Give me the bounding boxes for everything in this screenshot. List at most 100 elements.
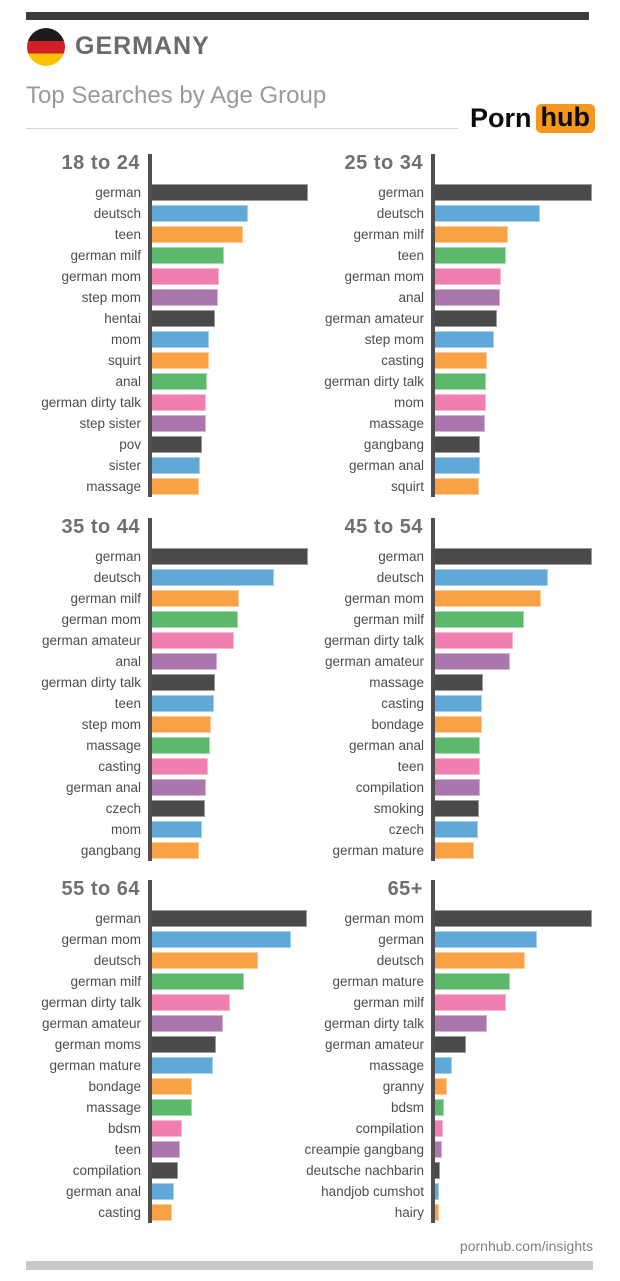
bar-row: mom (2, 821, 314, 838)
bar-row: bdsm (285, 1099, 597, 1116)
search-term-bar (435, 737, 480, 754)
search-term-label: german mom (344, 911, 424, 926)
search-term-label: german milf (353, 612, 424, 627)
bar-row: creampie gangbang (285, 1141, 597, 1158)
bar-row: german milf (2, 247, 314, 264)
bar-row: bondage (2, 1078, 314, 1095)
search-term-label: german milf (353, 227, 424, 242)
search-term-label: deutsch (376, 570, 424, 585)
bar-row: czech (2, 800, 314, 817)
search-term-label: german anal (348, 738, 424, 753)
search-term-bar (152, 548, 308, 565)
search-term-bar (435, 373, 486, 390)
search-term-bar (435, 590, 541, 607)
panel-title: 65+ (387, 878, 423, 900)
search-term-label: hentai (104, 311, 141, 326)
search-term-bar (435, 569, 548, 586)
bar-row: massage (2, 478, 314, 495)
search-term-label: german milf (353, 995, 424, 1010)
bar-row: german milf (2, 590, 314, 607)
search-term-label: massage (369, 416, 424, 431)
pornhub-logo-hub: hub (535, 104, 595, 133)
bar-rows: german german mom deutsch german milf german… (2, 910, 314, 1225)
search-term-bar (152, 716, 211, 733)
bar-row: deutsch (2, 952, 314, 969)
search-term-bar (435, 184, 592, 201)
bar-row: german anal (2, 779, 314, 796)
bar-row: german mom (2, 611, 314, 628)
bar-row: massage (285, 674, 597, 691)
search-term-label: pov (119, 437, 141, 452)
search-term-label: german (95, 549, 141, 564)
search-term-bar (152, 394, 206, 411)
search-term-label: bondage (88, 1079, 141, 1094)
search-term-label: casting (98, 759, 141, 774)
bar-row: german mom (285, 590, 597, 607)
bar-row: squirt (2, 352, 314, 369)
search-term-label: german amateur (41, 633, 141, 648)
search-term-bar (435, 695, 482, 712)
search-term-bar (152, 1078, 192, 1095)
bar-row: german milf (285, 611, 597, 628)
panel-title: 35 to 44 (61, 516, 140, 538)
bar-row: deutsch (2, 205, 314, 222)
footer-url: pornhub.com/insights (459, 1238, 593, 1254)
search-term-label: massage (369, 1058, 424, 1073)
search-term-bar (152, 758, 208, 775)
search-term-bar (435, 1120, 443, 1137)
bar-row: casting (2, 1204, 314, 1221)
search-term-label: hairy (394, 1205, 424, 1220)
bar-row: step mom (285, 331, 597, 348)
bar-row: mom (285, 394, 597, 411)
bar-row: gangbang (2, 842, 314, 859)
search-term-bar (152, 973, 244, 990)
bar-row: massage (285, 1057, 597, 1074)
search-term-label: squirt (107, 353, 141, 368)
search-term-label: teen (397, 759, 424, 774)
search-term-bar (435, 478, 479, 495)
search-term-label: mom (111, 332, 141, 347)
search-term-bar (152, 478, 199, 495)
search-term-label: deutsch (376, 953, 424, 968)
bar-row: mom (2, 331, 314, 348)
country-title: GERMANY (75, 32, 210, 60)
search-term-bar (435, 457, 480, 474)
search-term-bar (152, 590, 239, 607)
panel-title: 18 to 24 (61, 152, 140, 174)
bar-row: hentai (2, 310, 314, 327)
search-term-label: german anal (348, 458, 424, 473)
search-term-bar (435, 910, 592, 927)
search-term-bar (435, 331, 494, 348)
bar-row: german amateur (285, 653, 597, 670)
search-term-label: casting (381, 353, 424, 368)
search-term-bar (152, 457, 200, 474)
bar-row: massage (2, 737, 314, 754)
search-term-label: compilation (355, 1121, 424, 1136)
search-term-bar (152, 931, 291, 948)
bar-rows: german deutsch german milf german mom german… (2, 548, 314, 863)
search-term-bar (435, 247, 506, 264)
search-term-bar (435, 821, 478, 838)
search-term-bar (435, 779, 480, 796)
search-term-label: teen (114, 696, 141, 711)
bar-row: massage (285, 415, 597, 432)
bar-row: german mom (2, 931, 314, 948)
search-term-bar (435, 1036, 466, 1053)
bar-row: compilation (285, 1120, 597, 1137)
search-term-bar (152, 910, 307, 927)
germany-flag-icon (27, 28, 65, 66)
search-term-label: gangbang (80, 843, 141, 858)
search-term-bar (152, 1120, 182, 1137)
search-term-bar (435, 1099, 444, 1116)
search-term-label: german amateur (324, 1037, 424, 1052)
axis-line (148, 154, 152, 497)
bar-row: anal (2, 653, 314, 670)
search-term-label: german dirty talk (324, 1016, 424, 1031)
search-term-bar (152, 268, 219, 285)
bar-row: smoking (285, 800, 597, 817)
page-title: Top Searches by Age Group (26, 82, 327, 109)
bar-row: deutsch (285, 205, 597, 222)
search-term-label: german (378, 549, 424, 564)
search-term-label: german amateur (324, 654, 424, 669)
search-term-label: german dirty talk (324, 374, 424, 389)
